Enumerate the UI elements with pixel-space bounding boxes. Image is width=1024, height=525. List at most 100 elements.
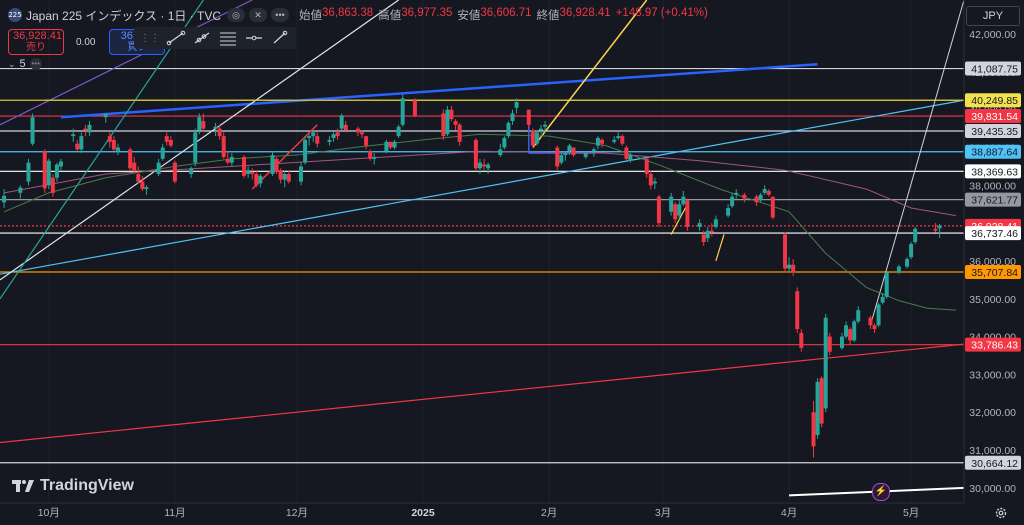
close-label: 終値 xyxy=(536,10,560,22)
time-tick-label: 10月 xyxy=(38,507,60,519)
candle-body xyxy=(193,132,198,163)
candle-body xyxy=(83,128,88,131)
lightning-icon[interactable]: ⚡ xyxy=(872,483,890,501)
fib-tool-icon[interactable] xyxy=(218,30,238,46)
horizontal-line-tool-icon[interactable] xyxy=(244,30,264,46)
candle-body xyxy=(758,194,763,201)
price-axis xyxy=(964,0,1024,525)
price-tick-label: 42,000.00 xyxy=(969,29,1016,41)
symbol-title[interactable]: Japan 225 インデックス · 1日 · TVC xyxy=(26,8,222,23)
candle-body xyxy=(441,113,446,137)
currency-button[interactable]: JPY xyxy=(966,6,1020,26)
candle-body xyxy=(136,173,141,182)
price-tick-label: 31,000.00 xyxy=(969,445,1016,457)
price-tick-label: 36,000.00 xyxy=(969,256,1016,268)
candle-body xyxy=(87,124,92,133)
close-value: 36,928.41 xyxy=(559,7,611,19)
candle-body xyxy=(18,187,23,193)
candle-body xyxy=(502,138,507,148)
time-tick-label: 12月 xyxy=(286,507,308,519)
close-icon[interactable]: ✕ xyxy=(249,8,268,22)
candle-body xyxy=(681,196,686,205)
candle-body xyxy=(42,151,47,189)
candle-body xyxy=(669,196,674,212)
candle-body xyxy=(571,147,576,156)
drag-handle-icon[interactable]: ⋮⋮ xyxy=(140,32,160,44)
candle-body xyxy=(591,149,596,152)
drawing-toolbar: ⋮⋮ xyxy=(134,27,296,49)
indicator-count[interactable]: 5 xyxy=(19,58,26,70)
candle-body xyxy=(685,200,690,227)
candle-body xyxy=(229,156,234,163)
sell-button[interactable]: 36,928.41 売り xyxy=(8,29,64,55)
plot-area[interactable] xyxy=(0,0,964,503)
candle-body xyxy=(770,196,775,218)
candle-body xyxy=(506,122,511,137)
more-indicators-icon[interactable]: ••• xyxy=(29,58,42,70)
candle-body xyxy=(868,317,873,326)
pen-tool-icon[interactable] xyxy=(270,30,290,46)
trend-line-tool-icon[interactable] xyxy=(166,30,186,46)
settings-gear-icon[interactable] xyxy=(994,506,1008,520)
candle-body xyxy=(913,228,918,243)
time-tick-label: 5月 xyxy=(903,507,919,519)
candle-body xyxy=(339,115,344,129)
candle-body xyxy=(103,113,108,118)
candle-body xyxy=(307,136,312,139)
chevron-down-icon[interactable]: ⌄ xyxy=(8,58,16,69)
change-value: +148.97 (+0.41%) xyxy=(615,7,708,19)
candle-body xyxy=(59,161,64,167)
price-level-tag xyxy=(965,192,1021,207)
candle-body xyxy=(486,164,491,169)
candle-body xyxy=(616,136,621,139)
candle-body xyxy=(400,98,405,125)
candle-body xyxy=(595,138,600,146)
candle-body xyxy=(905,259,910,267)
price-level-label: 37,621.77 xyxy=(971,195,1018,207)
price-level-tag xyxy=(965,93,1021,108)
price-level-label: 40,249.85 xyxy=(971,95,1018,107)
open-label: 始値 xyxy=(299,10,323,22)
candle-body xyxy=(221,136,226,157)
brand-name: TradingView xyxy=(40,477,134,494)
sell-label: 売り xyxy=(26,42,46,53)
candle-body xyxy=(762,189,767,193)
price-level-tag xyxy=(965,455,1021,470)
candle-body xyxy=(384,141,389,152)
candle-body xyxy=(372,156,377,159)
candle-body xyxy=(543,124,548,127)
price-level-tag xyxy=(965,226,1021,241)
candle-body xyxy=(168,139,173,146)
blue-trendline xyxy=(60,63,818,119)
candle-body xyxy=(652,181,657,184)
candle-body xyxy=(827,336,832,352)
candle-body xyxy=(278,170,283,180)
yellow-small-segment-2 xyxy=(715,234,725,262)
candle-body xyxy=(726,208,731,216)
price-tick-label: 33,000.00 xyxy=(969,369,1016,381)
candle-body xyxy=(791,264,796,273)
candle-body xyxy=(311,132,316,137)
candle-body xyxy=(250,172,255,174)
candle-body xyxy=(559,155,564,163)
ohlc-readout: 始値 36,863.38 高値 36,977.35 安値 36,606.71 終… xyxy=(299,7,713,23)
eye-slash-icon[interactable]: ◎ xyxy=(227,8,246,22)
candle-body xyxy=(30,117,35,144)
candle-body xyxy=(213,126,218,129)
candle-body xyxy=(697,223,702,227)
candle-body xyxy=(766,190,771,195)
candle-body xyxy=(144,187,149,190)
candle-body xyxy=(160,147,165,159)
time-tick-label: 2月 xyxy=(541,507,557,519)
ray-tool-icon[interactable] xyxy=(192,30,212,46)
price-level-label: 30,664.12 xyxy=(971,458,1018,470)
more-icon[interactable]: ••• xyxy=(271,8,290,22)
candle-body xyxy=(225,158,230,163)
candle-body xyxy=(530,130,535,146)
candle-body xyxy=(742,194,747,199)
time-tick-label: 3月 xyxy=(655,507,671,519)
candle-body xyxy=(79,136,84,150)
time-tick-label: 4月 xyxy=(781,507,797,519)
